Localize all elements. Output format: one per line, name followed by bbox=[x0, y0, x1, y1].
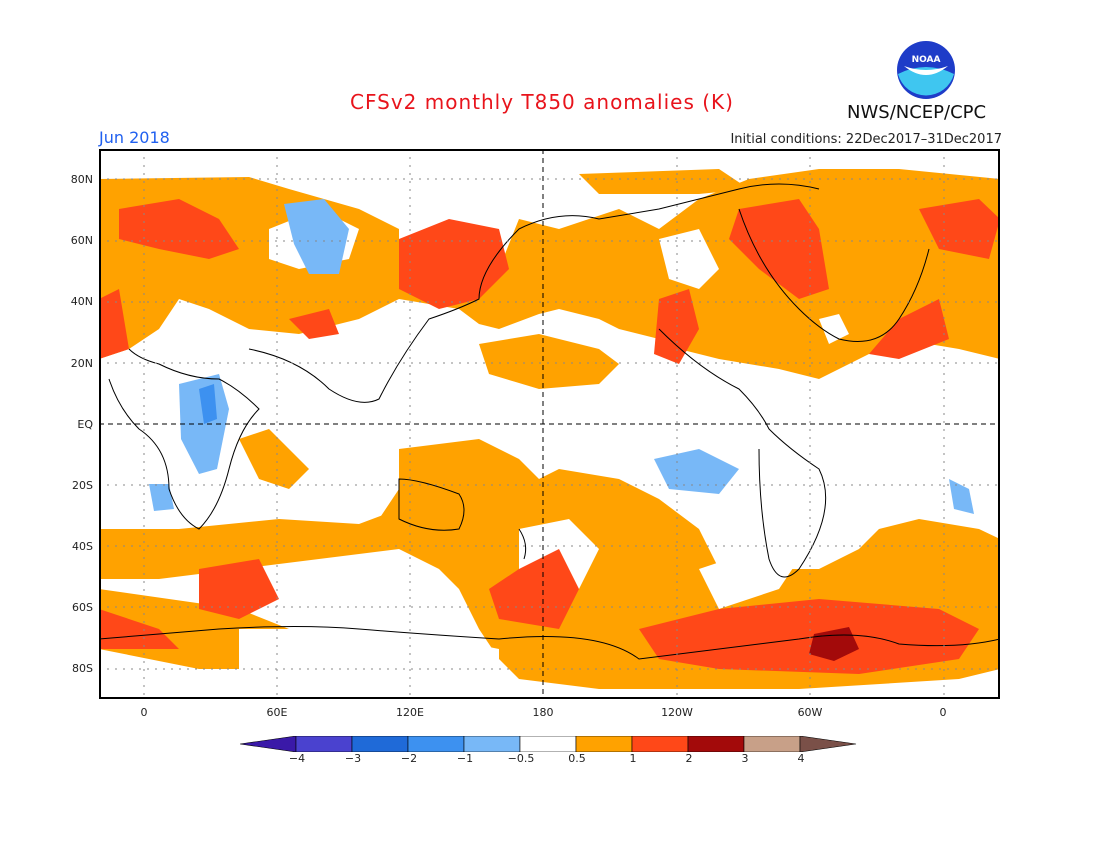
colorbar-label: −0.5 bbox=[507, 752, 535, 765]
lon-label: 120E bbox=[396, 706, 424, 719]
colorbar-label: −3 bbox=[344, 752, 362, 765]
colorbar-swatch bbox=[575, 736, 633, 752]
lon-label: 120W bbox=[661, 706, 693, 719]
colorbar-label: −4 bbox=[288, 752, 306, 765]
colorbar-swatch bbox=[407, 736, 465, 752]
lon-label: 0 bbox=[140, 706, 148, 719]
anomaly-map bbox=[99, 149, 1000, 699]
lon-label: 60W bbox=[797, 706, 823, 719]
colorbar-swatch bbox=[295, 736, 353, 752]
colorbar-label: 2 bbox=[685, 752, 693, 765]
colorbar-swatch bbox=[687, 736, 745, 752]
colorbar-swatch bbox=[240, 736, 297, 752]
lat-label: 20S bbox=[72, 479, 93, 492]
colorbar-swatch bbox=[351, 736, 409, 752]
colorbar-label: 1 bbox=[629, 752, 637, 765]
lon-label: 60E bbox=[266, 706, 288, 719]
reference-lines bbox=[99, 149, 1000, 699]
colorbar-swatch bbox=[463, 736, 521, 752]
colorbar-swatches bbox=[240, 736, 857, 752]
coastlines bbox=[99, 183, 1000, 660]
colorbar-swatch bbox=[631, 736, 689, 752]
noaa-logo-icon: NOAA bbox=[897, 41, 955, 99]
moderate-cool-anomaly bbox=[199, 384, 217, 424]
colorbar-label: 3 bbox=[741, 752, 749, 765]
lat-label: 40S bbox=[72, 540, 93, 553]
lon-label: 180 bbox=[532, 706, 554, 719]
lon-label: 0 bbox=[939, 706, 947, 719]
colorbar-label: −2 bbox=[400, 752, 418, 765]
lat-label: 60N bbox=[70, 234, 93, 247]
lat-label: 20N bbox=[70, 357, 93, 370]
initial-conditions: Initial conditions: 22Dec2017–31Dec2017 bbox=[730, 132, 1002, 147]
lat-label: EQ bbox=[77, 418, 93, 431]
colorbar-swatch bbox=[743, 736, 801, 752]
colorbar-swatch bbox=[799, 736, 857, 752]
strong-warm-anomalies bbox=[99, 199, 1000, 674]
lat-label: 80N bbox=[70, 173, 93, 186]
forecast-month: Jun 2018 bbox=[99, 128, 170, 147]
map-frame bbox=[99, 149, 1000, 699]
colorbar-label: 0.5 bbox=[568, 752, 586, 765]
agency-label: NWS/NCEP/CPC bbox=[847, 102, 987, 123]
lat-label: 60S bbox=[72, 601, 93, 614]
lat-label: 80S bbox=[72, 662, 93, 675]
map-title: CFSv2 monthly T850 anomalies (K) bbox=[350, 90, 734, 114]
colorbar bbox=[240, 736, 857, 752]
noaa-logo-text: NOAA bbox=[912, 55, 941, 65]
colorbar-label: 4 bbox=[797, 752, 805, 765]
colorbar-swatch bbox=[519, 736, 577, 752]
colorbar-label: −1 bbox=[456, 752, 474, 765]
lat-label: 40N bbox=[70, 295, 93, 308]
